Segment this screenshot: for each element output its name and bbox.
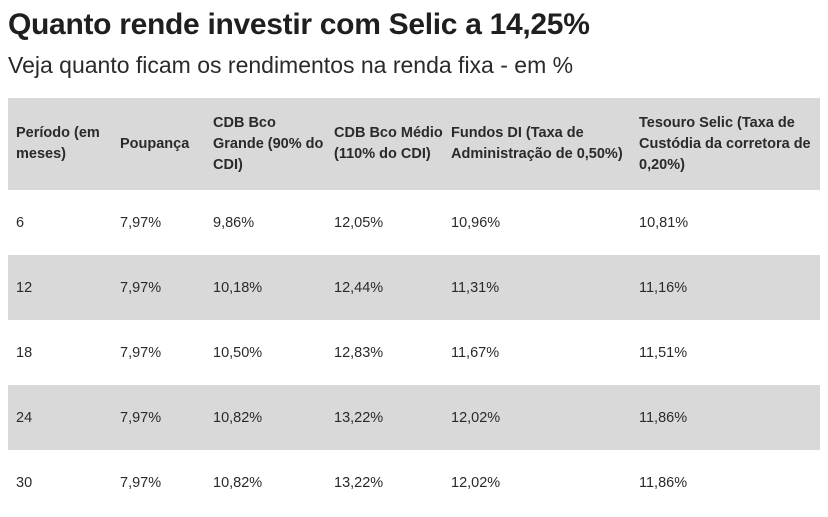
cell-fundos-di: 12,02% xyxy=(451,409,501,426)
header-tesouro-selic: Tesouro Selic (Taxa de Custódia da corre… xyxy=(639,114,811,173)
cell-periodo: 30 xyxy=(16,474,33,491)
cell-cdb-grande: 10,82% xyxy=(213,474,263,491)
cell-tesouro-selic: 10,81% xyxy=(639,214,689,231)
cell-poupanca: 7,97% xyxy=(120,474,162,491)
cell-poupanca: 7,97% xyxy=(120,214,162,231)
cell-cdb-grande: 10,50% xyxy=(213,344,263,361)
cell-cdb-medio: 13,22% xyxy=(334,474,384,491)
cell-fundos-di: 12,02% xyxy=(451,474,501,491)
cell-poupanca: 7,97% xyxy=(120,409,162,426)
cell-periodo: 12 xyxy=(16,279,33,296)
header-cdb-grande: CDB Bco Grande (90% do CDI) xyxy=(213,114,324,173)
returns-table: Período (em meses) Poupança CDB Bco Gran… xyxy=(8,98,820,515)
header-periodo: Período (em meses) xyxy=(16,125,100,162)
cell-tesouro-selic: 11,51% xyxy=(639,344,688,361)
cell-periodo: 18 xyxy=(16,344,33,361)
cell-tesouro-selic: 11,16% xyxy=(639,279,688,296)
cell-fundos-di: 10,96% xyxy=(451,214,501,231)
header-poupanca: Poupança xyxy=(120,135,190,152)
cell-poupanca: 7,97% xyxy=(120,279,162,296)
cell-fundos-di: 11,31% xyxy=(451,279,500,296)
table-row: 12 7,97% 10,18% 12,44% 11,31% 11,16% xyxy=(8,255,820,320)
cell-periodo: 6 xyxy=(16,214,25,231)
table-row: 24 7,97% 10,82% 13,22% 12,02% 11,86% xyxy=(8,385,820,450)
table-header-row: Período (em meses) Poupança CDB Bco Gran… xyxy=(8,98,820,190)
table-row: 6 7,97% 9,86% 12,05% 10,96% 10,81% xyxy=(8,190,820,255)
table-row: 18 7,97% 10,50% 12,83% 11,67% 11,51% xyxy=(8,320,820,385)
cell-fundos-di: 11,67% xyxy=(451,344,500,361)
cell-periodo: 24 xyxy=(16,409,33,426)
table-row: 30 7,97% 10,82% 13,22% 12,02% 11,86% xyxy=(8,450,820,515)
cell-tesouro-selic: 11,86% xyxy=(639,409,688,426)
cell-tesouro-selic: 11,86% xyxy=(639,474,688,491)
cell-poupanca: 7,97% xyxy=(120,344,162,361)
cell-cdb-grande: 10,18% xyxy=(213,279,263,296)
header-cdb-medio: CDB Bco Médio (110% do CDI) xyxy=(334,125,443,162)
cell-cdb-grande: 9,86% xyxy=(213,214,255,231)
cell-cdb-medio: 13,22% xyxy=(334,409,384,426)
page-subtitle: Veja quanto ficam os rendimentos na rend… xyxy=(8,52,574,78)
cell-cdb-medio: 12,44% xyxy=(334,279,384,296)
header-fundos-di: Fundos DI (Taxa de Administração de 0,50… xyxy=(451,125,623,162)
cell-cdb-medio: 12,83% xyxy=(334,344,384,361)
cell-cdb-medio: 12,05% xyxy=(334,214,384,231)
page-title: Quanto rende investir com Selic a 14,25% xyxy=(8,8,590,41)
cell-cdb-grande: 10,82% xyxy=(213,409,263,426)
